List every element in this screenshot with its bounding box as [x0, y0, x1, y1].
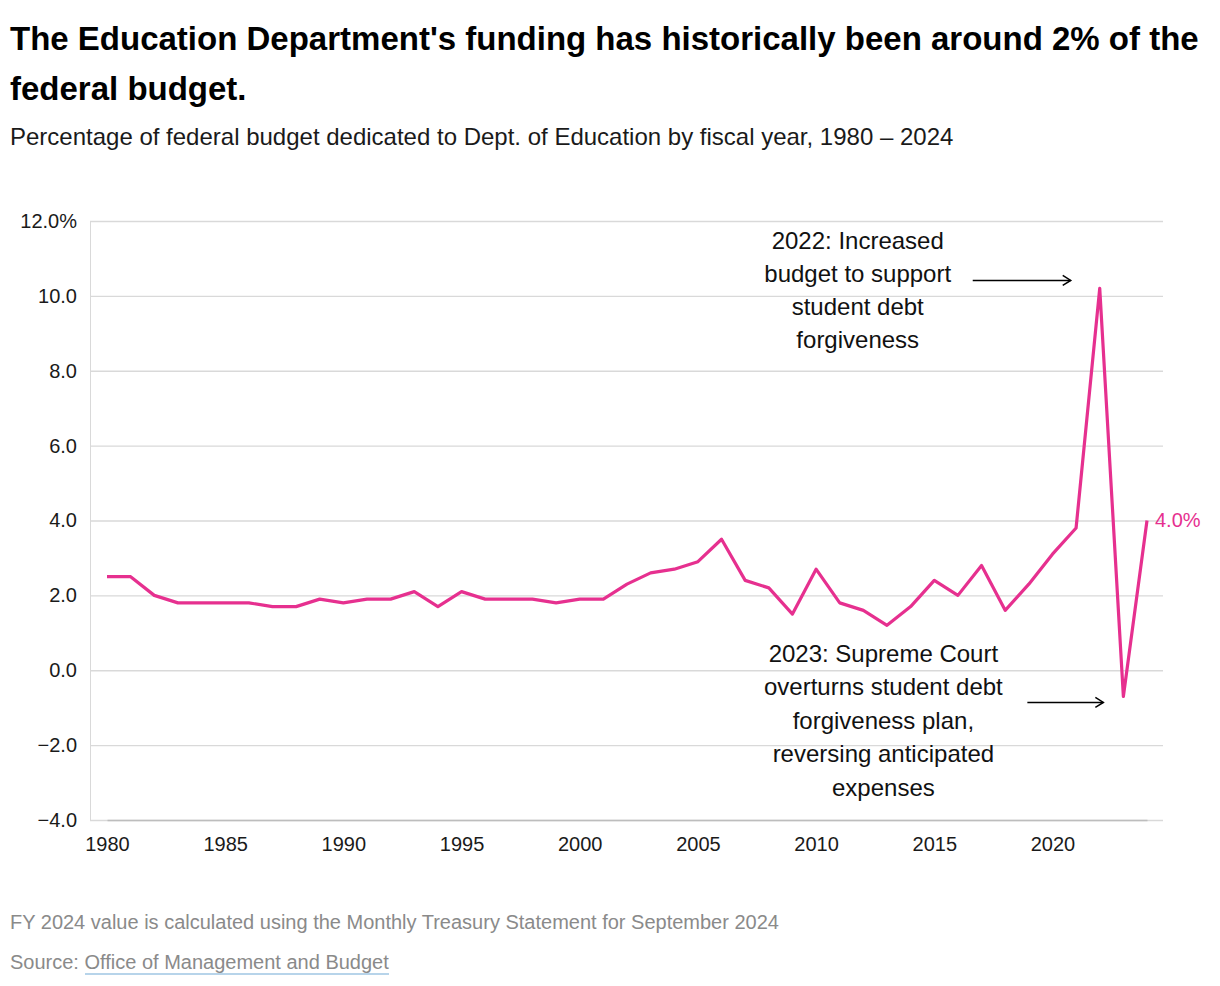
- grid-line: [90, 595, 1163, 596]
- annotation-arrowhead: [1095, 697, 1103, 707]
- x-tick: 1995: [440, 820, 485, 855]
- y-tick-label: 6.0: [49, 435, 77, 457]
- x-axis-line: [108, 820, 1148, 821]
- y-tick: −4.0: [38, 809, 1163, 831]
- annotation-text: forgiveness: [796, 326, 919, 353]
- x-tick-label: 1990: [322, 833, 367, 855]
- annotation-text: expenses: [832, 774, 935, 801]
- grid-line: [90, 745, 1163, 746]
- y-tick: 10.0: [38, 285, 1163, 307]
- x-tick-label: 2015: [913, 833, 958, 855]
- grid-line: [90, 221, 1163, 222]
- grid-line: [90, 371, 1163, 372]
- y-tick-label: 0.0: [49, 659, 77, 681]
- source-link[interactable]: Office of Management and Budget: [85, 951, 389, 975]
- x-axis: 1980 1985 1990 1995 2000 2005 2010 2015 2020: [85, 820, 1147, 855]
- x-tick-label: 1980: [85, 833, 130, 855]
- annotation-text: 2023: Supreme Court: [769, 640, 999, 667]
- x-tick-label: 2005: [676, 833, 721, 855]
- value-labels: 4.0%: [1155, 509, 1201, 531]
- x-tick: 2000: [558, 820, 603, 855]
- title: The Education Department's funding has h…: [10, 14, 1210, 114]
- x-tick: 1985: [203, 820, 248, 855]
- y-tick-label: 12.0%: [20, 210, 77, 232]
- grid-line: [90, 670, 1163, 671]
- source: Source: Office of Management and Budget: [10, 949, 389, 975]
- y-tick: −2.0: [38, 734, 1163, 756]
- x-tick-label: 1995: [440, 833, 485, 855]
- grid-line: [90, 445, 1163, 446]
- annotation-arrow: [973, 280, 1071, 282]
- annotation-text: reversing anticipated: [773, 740, 994, 767]
- y-tick-label: 2.0: [49, 584, 77, 606]
- x-tick-label: 1985: [203, 833, 248, 855]
- line: [107, 288, 1147, 696]
- annotation: 2022: Increased budget to support student …: [764, 227, 1070, 353]
- note: FY 2024 value is calculated using the Mo…: [10, 909, 779, 935]
- annotation-text: student debt: [792, 293, 924, 320]
- y-tick: 6.0: [49, 435, 1163, 457]
- source-label: Source:: [10, 951, 79, 973]
- x-tick: 1990: [322, 820, 367, 855]
- x-tick: 2020: [1031, 820, 1076, 855]
- x-tick-label: 2020: [1031, 833, 1076, 855]
- x-tick-label: 2000: [558, 833, 603, 855]
- annotation-text: budget to support: [764, 260, 951, 287]
- annotation-text: forgiveness plan,: [793, 707, 974, 734]
- x-tick: 2010: [794, 820, 839, 855]
- y-tick-label: −2.0: [38, 734, 77, 756]
- y-tick-label: 10.0: [38, 285, 77, 307]
- plot-area: [107, 288, 1147, 696]
- y-tick-label: −4.0: [38, 809, 77, 831]
- grid-line: [90, 820, 1163, 821]
- y-tick: 12.0%: [20, 210, 1163, 232]
- y-tick-label: 8.0: [49, 360, 77, 382]
- value-label: 4.0%: [1155, 509, 1201, 531]
- annotation-arrowhead: [1063, 275, 1071, 285]
- y-tick: 8.0: [49, 360, 1163, 382]
- space: [79, 951, 85, 973]
- subtitle: Percentage of federal budget dedicated t…: [10, 122, 953, 152]
- page: {"chart_data": { "type": "line", "title"…: [0, 0, 1220, 986]
- annotations: 2022: Increased budget to support student …: [764, 227, 1103, 801]
- grid-line: [90, 520, 1163, 521]
- chart: −4.0 −2.0 0.0 2.0 4.0 6.0 8.0 10.0 12.0% 1980 1985…: [0, 0, 1220, 986]
- x-tick-label: 2010: [794, 833, 839, 855]
- annotation-text: 2022: Increased: [772, 227, 944, 254]
- grid-line: [90, 296, 1163, 297]
- annotation-arrow: [1027, 702, 1103, 704]
- y-axis: −4.0 −2.0 0.0 2.0 4.0 6.0 8.0 10.0 12.0%: [20, 210, 1163, 831]
- x-tick: 1980: [85, 820, 130, 855]
- x-tick: 2015: [913, 820, 958, 855]
- y-tick: 4.0: [49, 509, 1163, 531]
- annotation: 2023: Supreme Court overturns student deb…: [764, 640, 1103, 801]
- y-tick-label: 4.0: [49, 509, 77, 531]
- annotation-text: overturns student debt: [764, 673, 1003, 700]
- x-tick: 2005: [676, 820, 721, 855]
